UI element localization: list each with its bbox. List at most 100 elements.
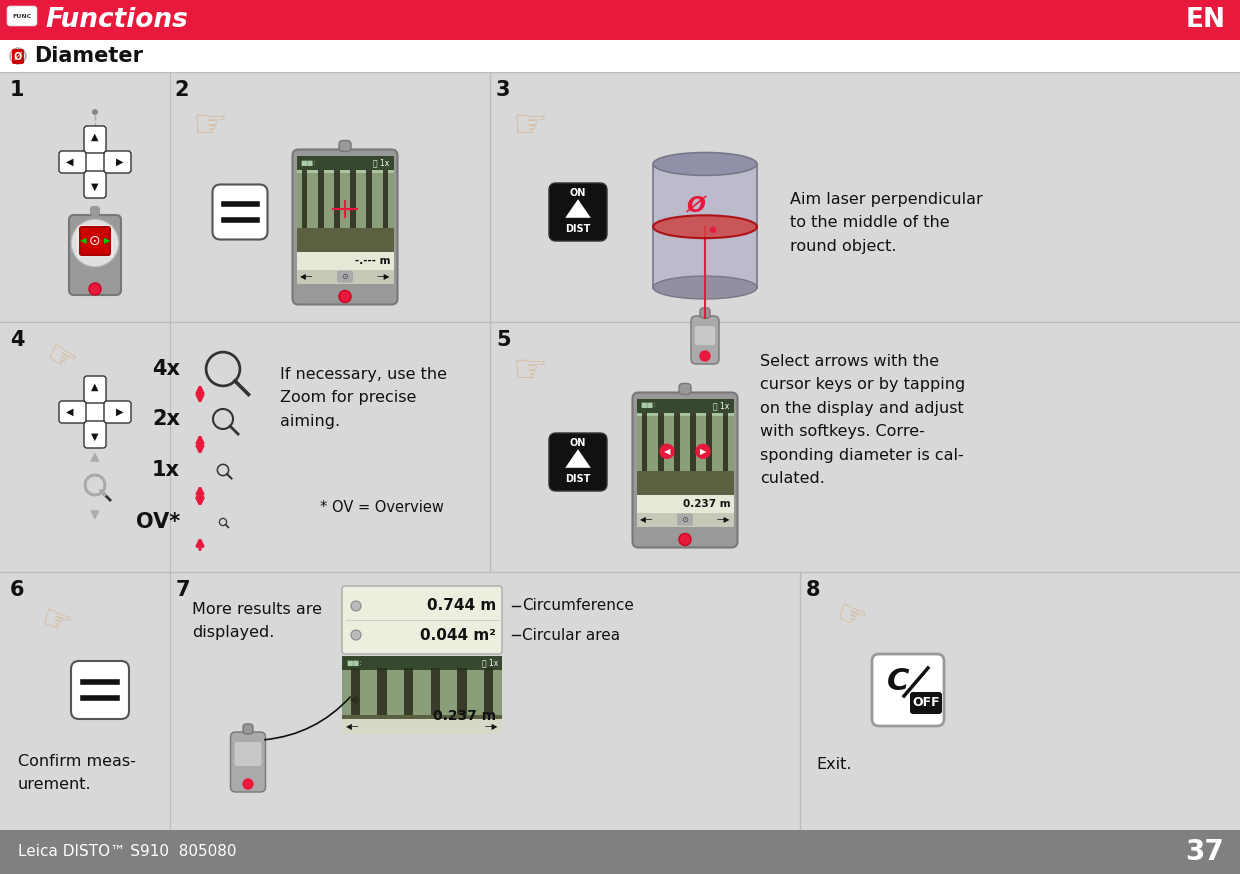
Text: 6: 6 [10,580,25,600]
Text: 2x: 2x [153,409,180,429]
FancyBboxPatch shape [60,401,86,423]
FancyBboxPatch shape [872,654,944,726]
Bar [301,170,308,227]
Polygon shape [565,199,590,218]
Text: ◀—: ◀— [346,723,360,732]
Text: ON: ON [570,438,587,447]
Text: DIST: DIST [565,475,590,484]
FancyBboxPatch shape [104,401,131,423]
Text: DIST: DIST [565,225,590,234]
Text: ■■:: ■■: [300,159,316,165]
Text: 5: 5 [496,330,511,350]
Text: 0.044 m²: 0.044 m² [420,628,496,642]
FancyBboxPatch shape [680,384,691,394]
Text: ◀—: ◀— [640,515,653,524]
Bar [723,413,728,470]
Text: ◀: ◀ [66,157,73,167]
Text: Ø: Ø [686,197,704,217]
Bar [484,668,494,715]
Text: ▶: ▶ [699,447,707,456]
Bar [458,668,466,715]
Text: Confirm meas-
urement.: Confirm meas- urement. [19,754,136,793]
Text: ☞: ☞ [512,107,547,145]
Text: ⊙: ⊙ [682,515,688,524]
Circle shape [696,444,711,458]
Text: OV*: OV* [135,512,180,532]
Bar [404,668,413,715]
Bar [653,164,756,288]
Text: Circumference: Circumference [522,599,634,614]
Bar [636,512,734,527]
FancyBboxPatch shape [691,316,719,364]
Circle shape [92,109,98,115]
FancyBboxPatch shape [910,692,942,714]
Bar [296,156,393,173]
FancyBboxPatch shape [84,421,105,448]
Text: 4: 4 [10,330,25,350]
FancyBboxPatch shape [84,171,105,198]
Text: Functions: Functions [45,7,188,33]
FancyBboxPatch shape [677,514,693,525]
Bar [675,413,680,470]
Text: ⌖ 1x: ⌖ 1x [713,401,729,410]
Text: 8: 8 [806,580,821,600]
Text: —▶: —▶ [485,723,498,732]
FancyBboxPatch shape [701,308,711,318]
Text: ▶: ▶ [104,237,110,246]
FancyBboxPatch shape [84,401,105,423]
Text: ◀: ◀ [66,407,73,417]
Text: ⊙: ⊙ [89,234,100,248]
Text: 0.237 m: 0.237 m [433,709,496,723]
Circle shape [351,601,361,611]
Text: ☞: ☞ [831,597,869,638]
Text: * OV = Overview: * OV = Overview [320,500,444,515]
Circle shape [89,283,100,295]
FancyBboxPatch shape [81,227,110,255]
Text: ◀: ◀ [79,237,87,246]
FancyBboxPatch shape [694,326,715,345]
Bar [707,413,712,470]
Circle shape [701,351,711,361]
Bar [342,715,502,734]
Text: ⌖ 1x: ⌖ 1x [482,658,498,668]
Bar [636,470,734,495]
Circle shape [243,779,253,789]
Bar [0,0,1240,40]
Text: —▶: —▶ [377,272,391,281]
Bar [351,668,360,715]
FancyBboxPatch shape [69,215,122,295]
Polygon shape [565,449,590,468]
Text: C: C [887,668,909,697]
FancyBboxPatch shape [84,126,105,153]
Text: ■■:: ■■: [641,403,656,408]
Bar [636,399,734,413]
Bar [296,156,393,170]
FancyBboxPatch shape [84,151,105,173]
Text: ▾: ▾ [91,505,100,524]
FancyBboxPatch shape [339,141,351,151]
Text: ▼: ▼ [92,182,99,192]
Bar [367,170,372,227]
Text: Select arrows with the
cursor keys or by tapping
on the display and adjust
with : Select arrows with the cursor keys or by… [760,354,965,486]
FancyBboxPatch shape [231,732,265,792]
Bar [636,495,734,512]
Text: ⊙: ⊙ [341,272,348,281]
Text: ☞: ☞ [35,602,74,643]
Text: ■■:: ■■: [346,660,362,666]
Text: More results are
displayed.: More results are displayed. [192,602,322,641]
Circle shape [711,227,715,232]
Bar [296,252,393,269]
Bar [383,170,388,227]
Bar [296,227,393,252]
Ellipse shape [653,215,756,239]
Text: Circular area: Circular area [522,628,620,642]
Bar [342,719,502,734]
Text: Ø: Ø [14,52,22,61]
Bar [296,156,393,252]
Text: 2: 2 [174,80,188,100]
FancyBboxPatch shape [632,392,738,547]
Circle shape [680,533,691,545]
Bar [636,399,734,495]
Bar [342,656,502,670]
Ellipse shape [653,152,756,176]
